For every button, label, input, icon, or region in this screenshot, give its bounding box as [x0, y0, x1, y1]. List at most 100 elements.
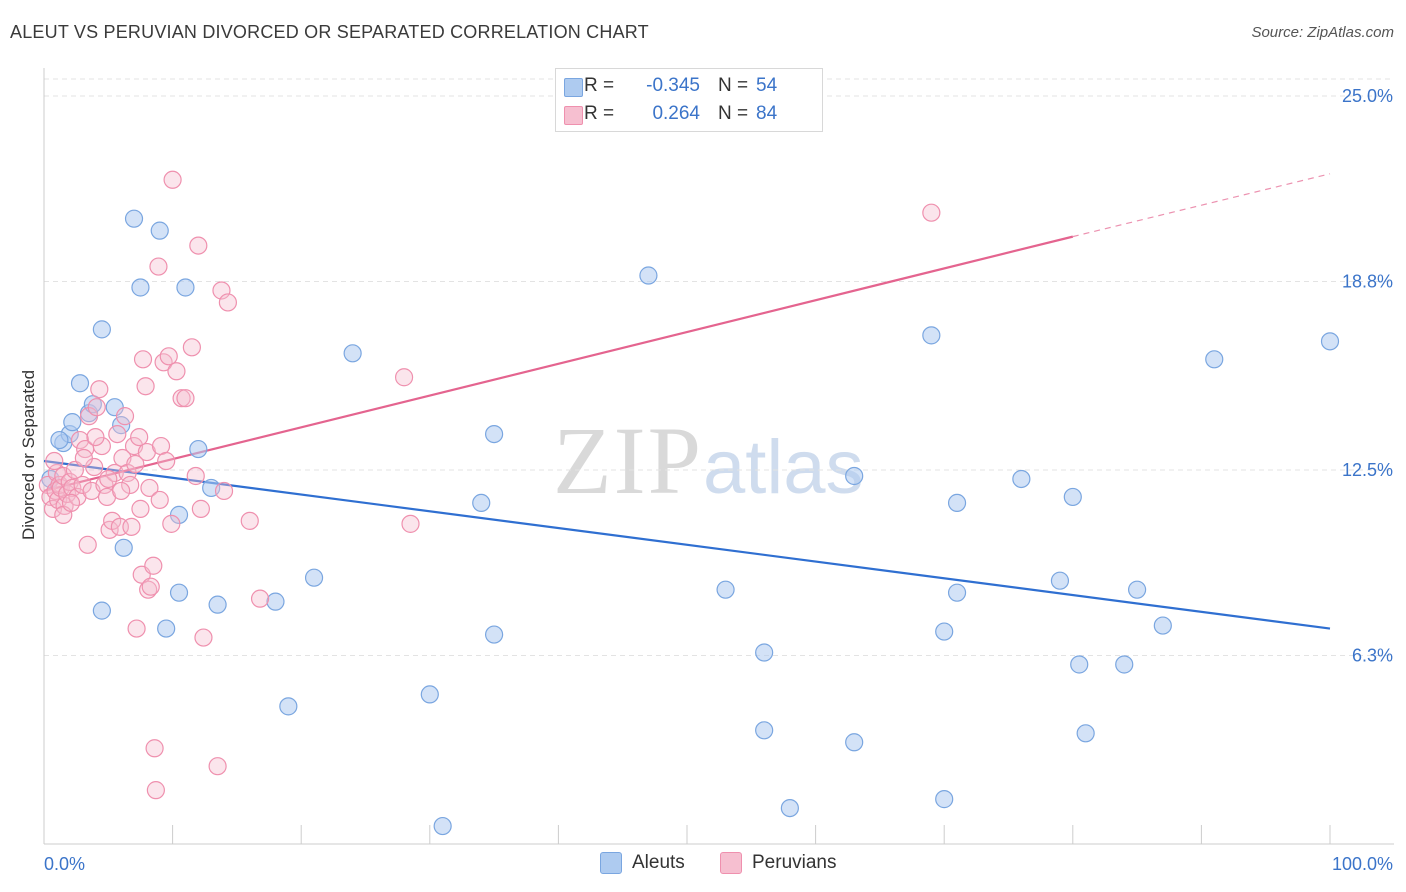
peruvian-point: [145, 739, 164, 758]
peruvian-point: [154, 353, 173, 372]
peruvian-trend-extension: [1072, 173, 1331, 238]
peruvian-n-value: 84: [756, 103, 778, 124]
peruvian-point: [144, 556, 163, 575]
aleut-point: [92, 601, 111, 620]
aleut-point: [922, 326, 941, 345]
peruvian-point: [70, 430, 90, 450]
aleut-legend-swatch: [600, 852, 622, 874]
aleut-point: [279, 697, 298, 716]
aleut-point: [157, 619, 176, 638]
aleut-point: [70, 374, 90, 393]
aleut-point: [208, 595, 227, 614]
peruvian-point: [45, 451, 64, 471]
aleut-legend-label: Aleuts: [632, 852, 685, 873]
peruvian-point: [121, 475, 140, 495]
aleut-point: [150, 221, 169, 240]
y-tick-label: 18.8%: [1342, 272, 1393, 292]
aleut-point: [755, 721, 774, 740]
trend-lines: [43, 173, 1331, 630]
peruvian-point: [159, 347, 178, 366]
peruvian-point: [115, 407, 135, 426]
aleut-point: [124, 209, 144, 228]
aleut-point: [112, 416, 131, 435]
peruvian-point: [78, 535, 97, 554]
peruvian-swatch: [564, 106, 583, 125]
aleut-point: [1320, 332, 1340, 351]
peruvian-point: [130, 427, 149, 447]
aleut-point: [755, 643, 774, 662]
peruvian-point: [186, 466, 205, 486]
peruvian-point: [108, 424, 127, 444]
peruvian-point: [122, 517, 141, 536]
y-tick-label: 25.0%: [1342, 86, 1393, 106]
peruvian-point: [157, 451, 176, 471]
aleut-point: [114, 538, 133, 557]
peruvian-point: [86, 427, 105, 447]
aleut-swatch: [564, 78, 583, 97]
aleut-point: [50, 430, 69, 450]
peruvian-point: [92, 436, 111, 456]
aleut-points: [41, 209, 1340, 836]
correlation-legend: R = -0.345 N = 54 R = 0.264 N = 84: [555, 68, 823, 132]
peruvian-point: [146, 781, 165, 800]
aleut-point: [947, 493, 967, 513]
axes: [43, 68, 1394, 845]
legend-row-peruvians: R = 0.264 N = 84: [564, 100, 778, 128]
aleut-point: [780, 798, 799, 818]
aleut-point: [1127, 580, 1147, 599]
legend-item-aleuts[interactable]: Aleuts: [600, 852, 685, 874]
x-tick-label: 100.0%: [1332, 854, 1393, 874]
peruvian-point: [99, 469, 118, 489]
peruvian-point: [127, 619, 146, 638]
aleut-point: [1070, 655, 1089, 674]
legend-r-label: R =: [584, 103, 615, 124]
peruvian-point: [194, 628, 213, 647]
peruvian-point: [250, 589, 270, 608]
peruvian-point: [189, 236, 208, 255]
peruvian-point: [133, 350, 153, 369]
aleut-point: [845, 733, 864, 752]
aleut-point: [131, 278, 150, 297]
peruvian-point: [394, 368, 414, 387]
peruvian-point: [172, 389, 191, 408]
aleut-point: [92, 320, 111, 339]
x-tick-label: 0.0%: [44, 854, 85, 874]
aleut-point: [63, 413, 82, 432]
source-credit: Source: ZipAtlas.com: [1251, 24, 1394, 41]
peruvian-point: [922, 203, 941, 222]
watermark-atlas: atlas: [703, 425, 864, 510]
y-tick-label: 12.5%: [1342, 460, 1393, 480]
axis-labels: 6.3% 12.5% 18.8% 25.0% 0.0% 100.0% Divorced or…: [19, 86, 1393, 874]
peruvian-point: [176, 389, 195, 408]
grid-lines: [44, 78, 1394, 657]
aleut-point: [845, 466, 864, 486]
peruvian-point: [191, 499, 210, 518]
aleut-point: [1063, 487, 1082, 507]
aleut-point: [947, 583, 967, 602]
aleut-point: [1050, 571, 1070, 590]
aleut-point: [485, 424, 504, 444]
peruvian-point: [149, 257, 168, 276]
aleut-n-value: 54: [756, 75, 778, 96]
peruvian-point: [182, 338, 201, 357]
legend-n-label: N =: [718, 103, 749, 124]
aleut-point: [433, 816, 452, 836]
aleut-point: [472, 493, 491, 513]
peruvian-point: [163, 170, 182, 189]
peruvian-point: [87, 398, 106, 417]
peruvian-point: [90, 380, 109, 399]
aleut-point: [639, 266, 658, 285]
aleut-point: [266, 592, 285, 611]
peruvian-point: [131, 499, 150, 518]
aleut-point: [169, 583, 189, 602]
aleut-point: [420, 685, 439, 704]
aleut-point: [935, 790, 954, 809]
peruvian-point: [112, 481, 131, 501]
aleut-point: [176, 278, 195, 297]
aleut-point: [1012, 469, 1031, 489]
legend-item-peruvians[interactable]: Peruvians: [720, 852, 837, 874]
peruvian-point: [167, 362, 186, 381]
aleut-point: [189, 439, 208, 459]
legend-row-aleuts: R = -0.345 N = 54: [564, 72, 778, 100]
peruvian-point: [150, 490, 169, 510]
